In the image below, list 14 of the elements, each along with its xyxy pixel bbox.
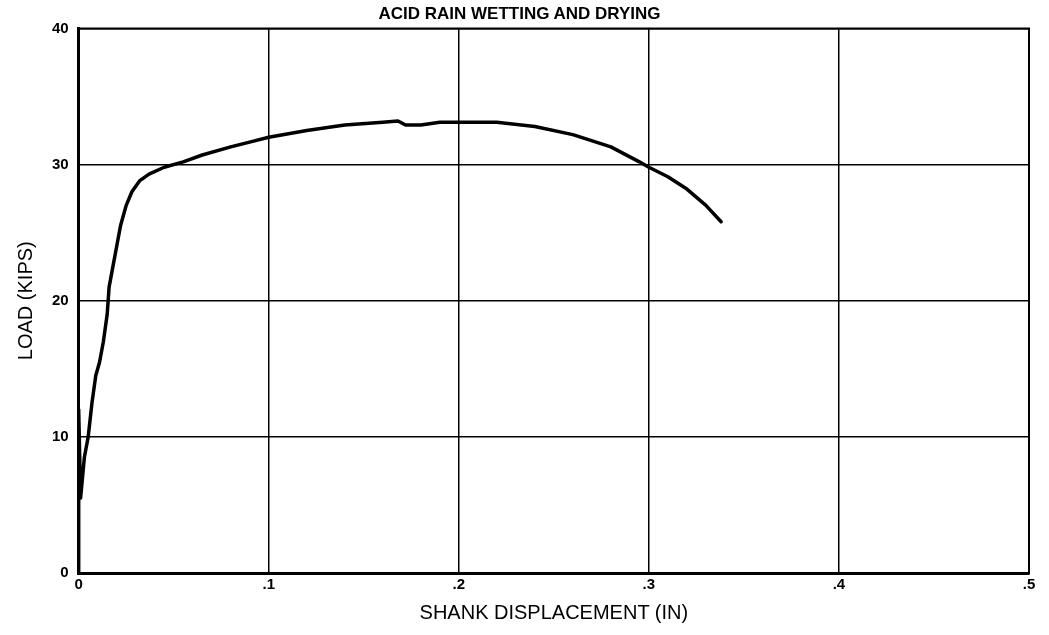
- y-tick-label: 30: [52, 154, 69, 172]
- y-tick-label: 40: [52, 18, 69, 36]
- y-tick-label: 10: [52, 426, 69, 444]
- y-tick-label: 0: [60, 563, 69, 581]
- x-tick-label: .3: [642, 575, 656, 593]
- y-tick-label: 20: [52, 290, 69, 308]
- chart-title: ACID RAIN WETTING AND DRYING: [378, 3, 661, 23]
- y-axis-title: LOAD (KIPS): [13, 241, 36, 361]
- x-axis-title: SHANK DISPLACEMENT (IN): [419, 600, 689, 623]
- x-tick-label: .5: [1022, 575, 1036, 593]
- x-tick-label: .4: [832, 575, 846, 593]
- x-tick-label: 0: [74, 575, 83, 593]
- x-tick-label: .2: [452, 575, 466, 593]
- x-tick-label: .1: [262, 575, 276, 593]
